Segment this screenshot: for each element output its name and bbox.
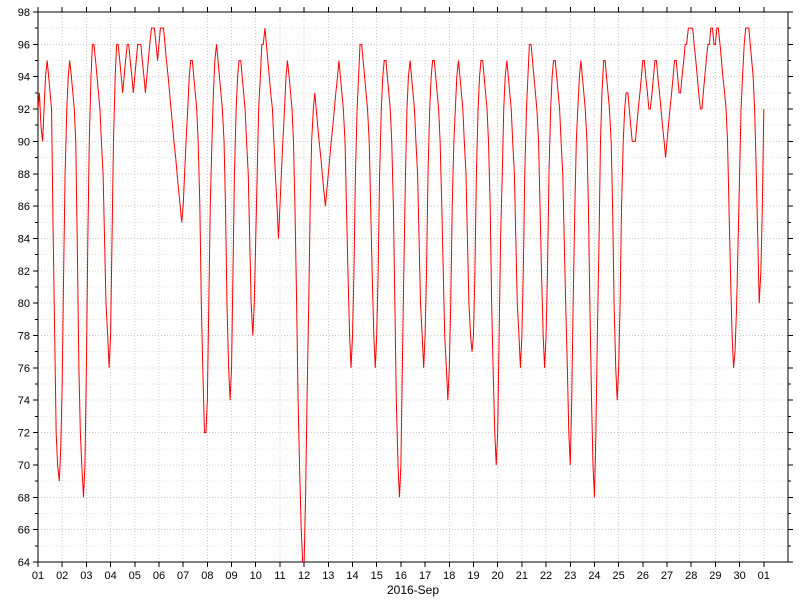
x-tick-label: 11 <box>274 570 285 582</box>
y-tick-label: 80 <box>18 298 30 310</box>
x-tick-label: 16 <box>395 570 407 582</box>
x-tick-label: 24 <box>588 570 600 582</box>
y-tick-label: 82 <box>18 266 30 278</box>
x-tick-label: 20 <box>492 570 504 582</box>
x-tick-label: 01 <box>32 570 44 582</box>
x-tick-label: 29 <box>709 570 721 582</box>
x-tick-label: 05 <box>129 570 141 582</box>
x-tick-label: 30 <box>733 570 745 582</box>
x-tick-label: 23 <box>564 570 576 582</box>
x-tick-label: 09 <box>225 570 237 582</box>
x-tick-label: 12 <box>298 570 310 582</box>
x-tick-label: 19 <box>467 570 479 582</box>
y-tick-label: 94 <box>18 72 30 84</box>
y-tick-label: 90 <box>18 136 30 148</box>
x-tick-label: 21 <box>516 570 528 582</box>
y-tick-label: 88 <box>18 169 30 181</box>
y-tick-label: 92 <box>18 104 30 116</box>
x-tick-label: 25 <box>613 570 625 582</box>
x-tick-label: 03 <box>80 570 92 582</box>
x-tick-label: 27 <box>661 570 673 582</box>
y-tick-label: 86 <box>18 201 30 213</box>
y-tick-label: 84 <box>18 233 30 245</box>
y-tick-label: 70 <box>18 460 30 472</box>
time-series-chart: 64 66 68 70 72 74 76 78 80 82 84 86 88 90 92 94 96 98 01 02… <box>0 0 800 600</box>
x-tick-label: 17 <box>419 570 431 582</box>
x-tick-label: 08 <box>201 570 213 582</box>
x-tick-label: 02 <box>56 570 68 582</box>
x-tick-label: 22 <box>540 570 552 582</box>
x-tick-label: 14 <box>346 570 358 582</box>
x-tick-label: 15 <box>371 570 383 582</box>
x-tick-label: 28 <box>685 570 697 582</box>
chart-svg: 64 66 68 70 72 74 76 78 80 82 84 86 88 90 92 94 96 98 01 02… <box>0 0 800 600</box>
x-tick-label: 06 <box>153 570 165 582</box>
y-tick-label: 64 <box>18 557 30 569</box>
y-tick-label: 76 <box>18 363 30 375</box>
x-tick-label: 10 <box>250 570 262 582</box>
y-tick-label: 74 <box>18 395 30 407</box>
y-tick-label: 96 <box>18 39 30 51</box>
x-tick-label: 26 <box>637 570 649 582</box>
y-tick-label: 98 <box>18 7 30 19</box>
y-tick-label: 72 <box>18 428 30 440</box>
y-tick-label: 78 <box>18 331 30 343</box>
x-tick-label: 07 <box>177 570 189 582</box>
x-tick-label: 13 <box>322 570 334 582</box>
x-tick-label: 04 <box>104 570 116 582</box>
y-tick-label: 66 <box>18 525 30 537</box>
x-tick-label: 01 <box>758 570 770 582</box>
y-tick-label: 68 <box>18 492 30 504</box>
x-tick-label: 18 <box>443 570 455 582</box>
x-axis-label: 2016-Sep <box>387 583 439 597</box>
